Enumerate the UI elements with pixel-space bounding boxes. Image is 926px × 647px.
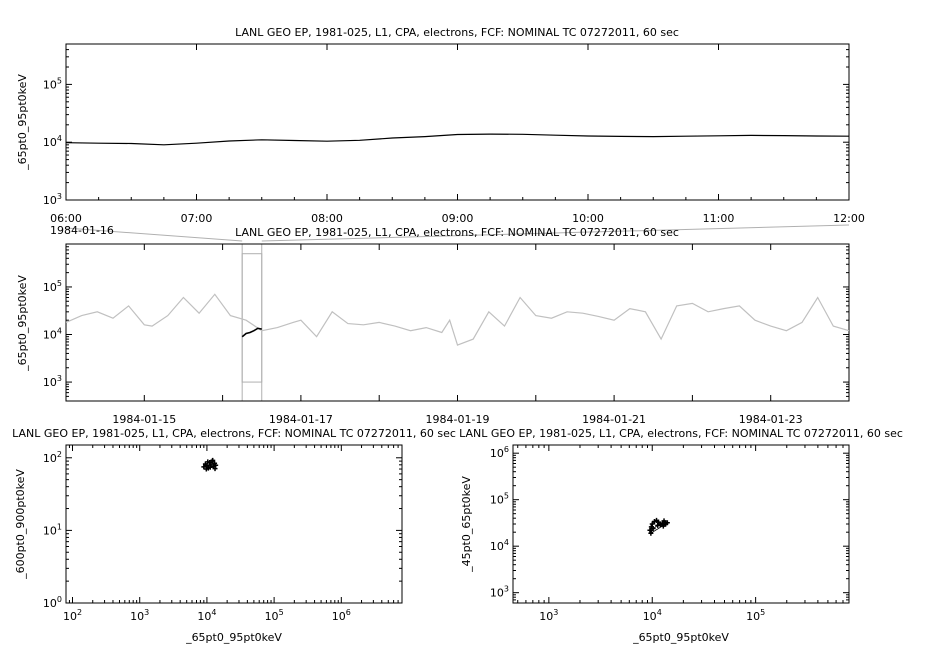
x-tick-label: 1984-01-15 — [112, 413, 176, 426]
data-point — [661, 518, 667, 524]
panel-top-frame — [65, 43, 850, 201]
panel-middle-frame — [65, 243, 850, 402]
y-tick-label: 103 — [43, 374, 62, 389]
y-tick-label: 101 — [43, 522, 62, 537]
y-tick-label: 106 — [490, 445, 509, 460]
data-point — [650, 526, 656, 532]
panel-bottom-left: LANL GEO EP, 1981-025, L1, CPA, electron… — [12, 427, 456, 644]
x-tick-label: 1984-01-21 — [582, 413, 646, 426]
panel-top-y-ticks: 103 104 105 — [43, 43, 849, 207]
y-tick-label: 100 — [43, 595, 62, 610]
x-tick-label: 09:00 — [442, 212, 474, 225]
y-tick-label: 104 — [43, 327, 62, 342]
zoom-connector — [65, 224, 850, 401]
data-point — [648, 530, 654, 536]
data-point — [656, 519, 662, 525]
x-tick-label: 1984-01-17 — [269, 413, 333, 426]
x-tick-label: 105 — [265, 608, 284, 623]
panel-middle: LANL GEO EP, 1981-025, L1, CPA, electron… — [16, 226, 850, 426]
x-tick-label: 11:00 — [703, 212, 735, 225]
series-line — [65, 133, 850, 146]
series-line — [241, 327, 262, 338]
panel-bottom-right-ticks: 103 104 105 106 103 104 105 — [490, 445, 850, 623]
x-tick-label: 10:00 — [572, 212, 604, 225]
x-tick-label: 08:00 — [311, 212, 343, 225]
panel-bottom-right: LANL GEO EP, 1981-025, L1, CPA, electron… — [459, 427, 903, 644]
x-tick-label: 1984-01-23 — [739, 413, 803, 426]
zoom-connector-right — [261, 224, 850, 242]
y-tick-label: 105 — [43, 279, 62, 294]
panel-top: LANL GEO EP, 1981-025, L1, CPA, electron… — [16, 26, 865, 225]
y-tick-label: 103 — [490, 585, 509, 600]
panel-bottom-right-frame — [512, 444, 850, 604]
panel-bottom-right-xlabel: _65pt0_95pt0keV — [632, 631, 729, 644]
x-tick-label: 102 — [63, 608, 82, 623]
data-point — [203, 466, 209, 472]
y-tick-label: 104 — [490, 538, 509, 553]
panel-bottom-left-ylabel: _600pt0_900pt0keV — [14, 469, 27, 580]
zoom-window — [241, 253, 263, 383]
y-tick-label: 103 — [43, 192, 62, 207]
data-point — [210, 457, 216, 463]
data-point — [664, 520, 670, 526]
x-tick-label: 106 — [332, 608, 351, 623]
panel-top-series — [65, 133, 850, 146]
x-tick-label: 1984-01-19 — [426, 413, 490, 426]
x-tick-label: 103 — [539, 608, 558, 623]
y-tick-label: 104 — [43, 134, 62, 149]
data-point — [649, 521, 655, 527]
data-point — [655, 522, 661, 528]
panel-bottom-right-ylabel: _45pt0_65pt0keV — [460, 476, 473, 573]
x-tick-label: 104 — [643, 608, 662, 623]
x-tick-label: 12:00 — [833, 212, 865, 225]
x-tick-label: 07:00 — [181, 212, 213, 225]
x-tick-label: 104 — [197, 608, 216, 623]
panel-bottom-left-points — [201, 457, 219, 472]
data-point — [207, 464, 213, 470]
panel-middle-series — [65, 293, 850, 346]
data-point — [205, 459, 211, 465]
panel-bottom-left-title: LANL GEO EP, 1981-025, L1, CPA, electron… — [12, 427, 456, 440]
zoom-connector-left — [65, 227, 243, 242]
series-line — [65, 293, 850, 346]
data-point — [647, 527, 653, 533]
panel-top-title: LANL GEO EP, 1981-025, L1, CPA, electron… — [235, 26, 679, 39]
x-tick-label: 06:00 — [50, 212, 82, 225]
data-point — [660, 523, 666, 529]
panel-middle-y-ticks: 103 104 105 — [43, 243, 849, 402]
x-tick-label: 103 — [130, 608, 149, 623]
panel-bottom-left-frame — [65, 444, 403, 604]
data-point — [212, 466, 218, 472]
y-tick-label: 102 — [43, 450, 62, 465]
panel-bottom-right-title: LANL GEO EP, 1981-025, L1, CPA, electron… — [459, 427, 903, 440]
zoom-date-label: 1984-01-16 — [50, 224, 114, 237]
panel-top-x-ticks: 06:00 07:00 08:00 09:00 10:00 11:00 12:00 — [50, 44, 865, 225]
x-tick-label: 105 — [746, 608, 765, 623]
panel-middle-x-ticks: 1984-01-15 1984-01-17 1984-01-19 1984-01-21… — [65, 244, 850, 426]
y-tick-label: 105 — [43, 76, 62, 91]
y-tick-label: 105 — [490, 492, 509, 507]
panel-bottom-right-points — [647, 517, 670, 536]
panel-bottom-left-ticks: 100 101 102 102 103 104 105 106 — [43, 445, 403, 623]
panel-middle-title: LANL GEO EP, 1981-025, L1, CPA, electron… — [235, 226, 679, 239]
panel-bottom-left-xlabel: _65pt0_95pt0keV — [185, 631, 282, 644]
panel-top-ylabel: _65pt0_95pt0keV — [16, 74, 29, 171]
panel-middle-ylabel: _65pt0_95pt0keV — [16, 275, 29, 372]
